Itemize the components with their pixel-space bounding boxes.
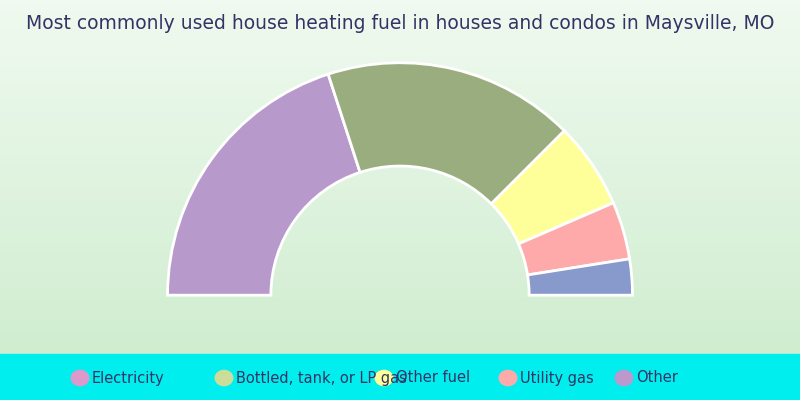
Text: Other fuel: Other fuel xyxy=(396,370,470,386)
Text: Bottled, tank, or LP gas: Bottled, tank, or LP gas xyxy=(236,370,407,386)
Wedge shape xyxy=(491,131,614,244)
Text: Other: Other xyxy=(636,370,678,386)
Text: Electricity: Electricity xyxy=(92,370,165,386)
Text: Most commonly used house heating fuel in houses and condos in Maysville, MO: Most commonly used house heating fuel in… xyxy=(26,14,774,33)
Wedge shape xyxy=(167,74,360,295)
Bar xyxy=(0,354,800,400)
Wedge shape xyxy=(328,63,564,204)
Wedge shape xyxy=(527,259,633,295)
Wedge shape xyxy=(518,203,630,275)
Text: Utility gas: Utility gas xyxy=(520,370,594,386)
